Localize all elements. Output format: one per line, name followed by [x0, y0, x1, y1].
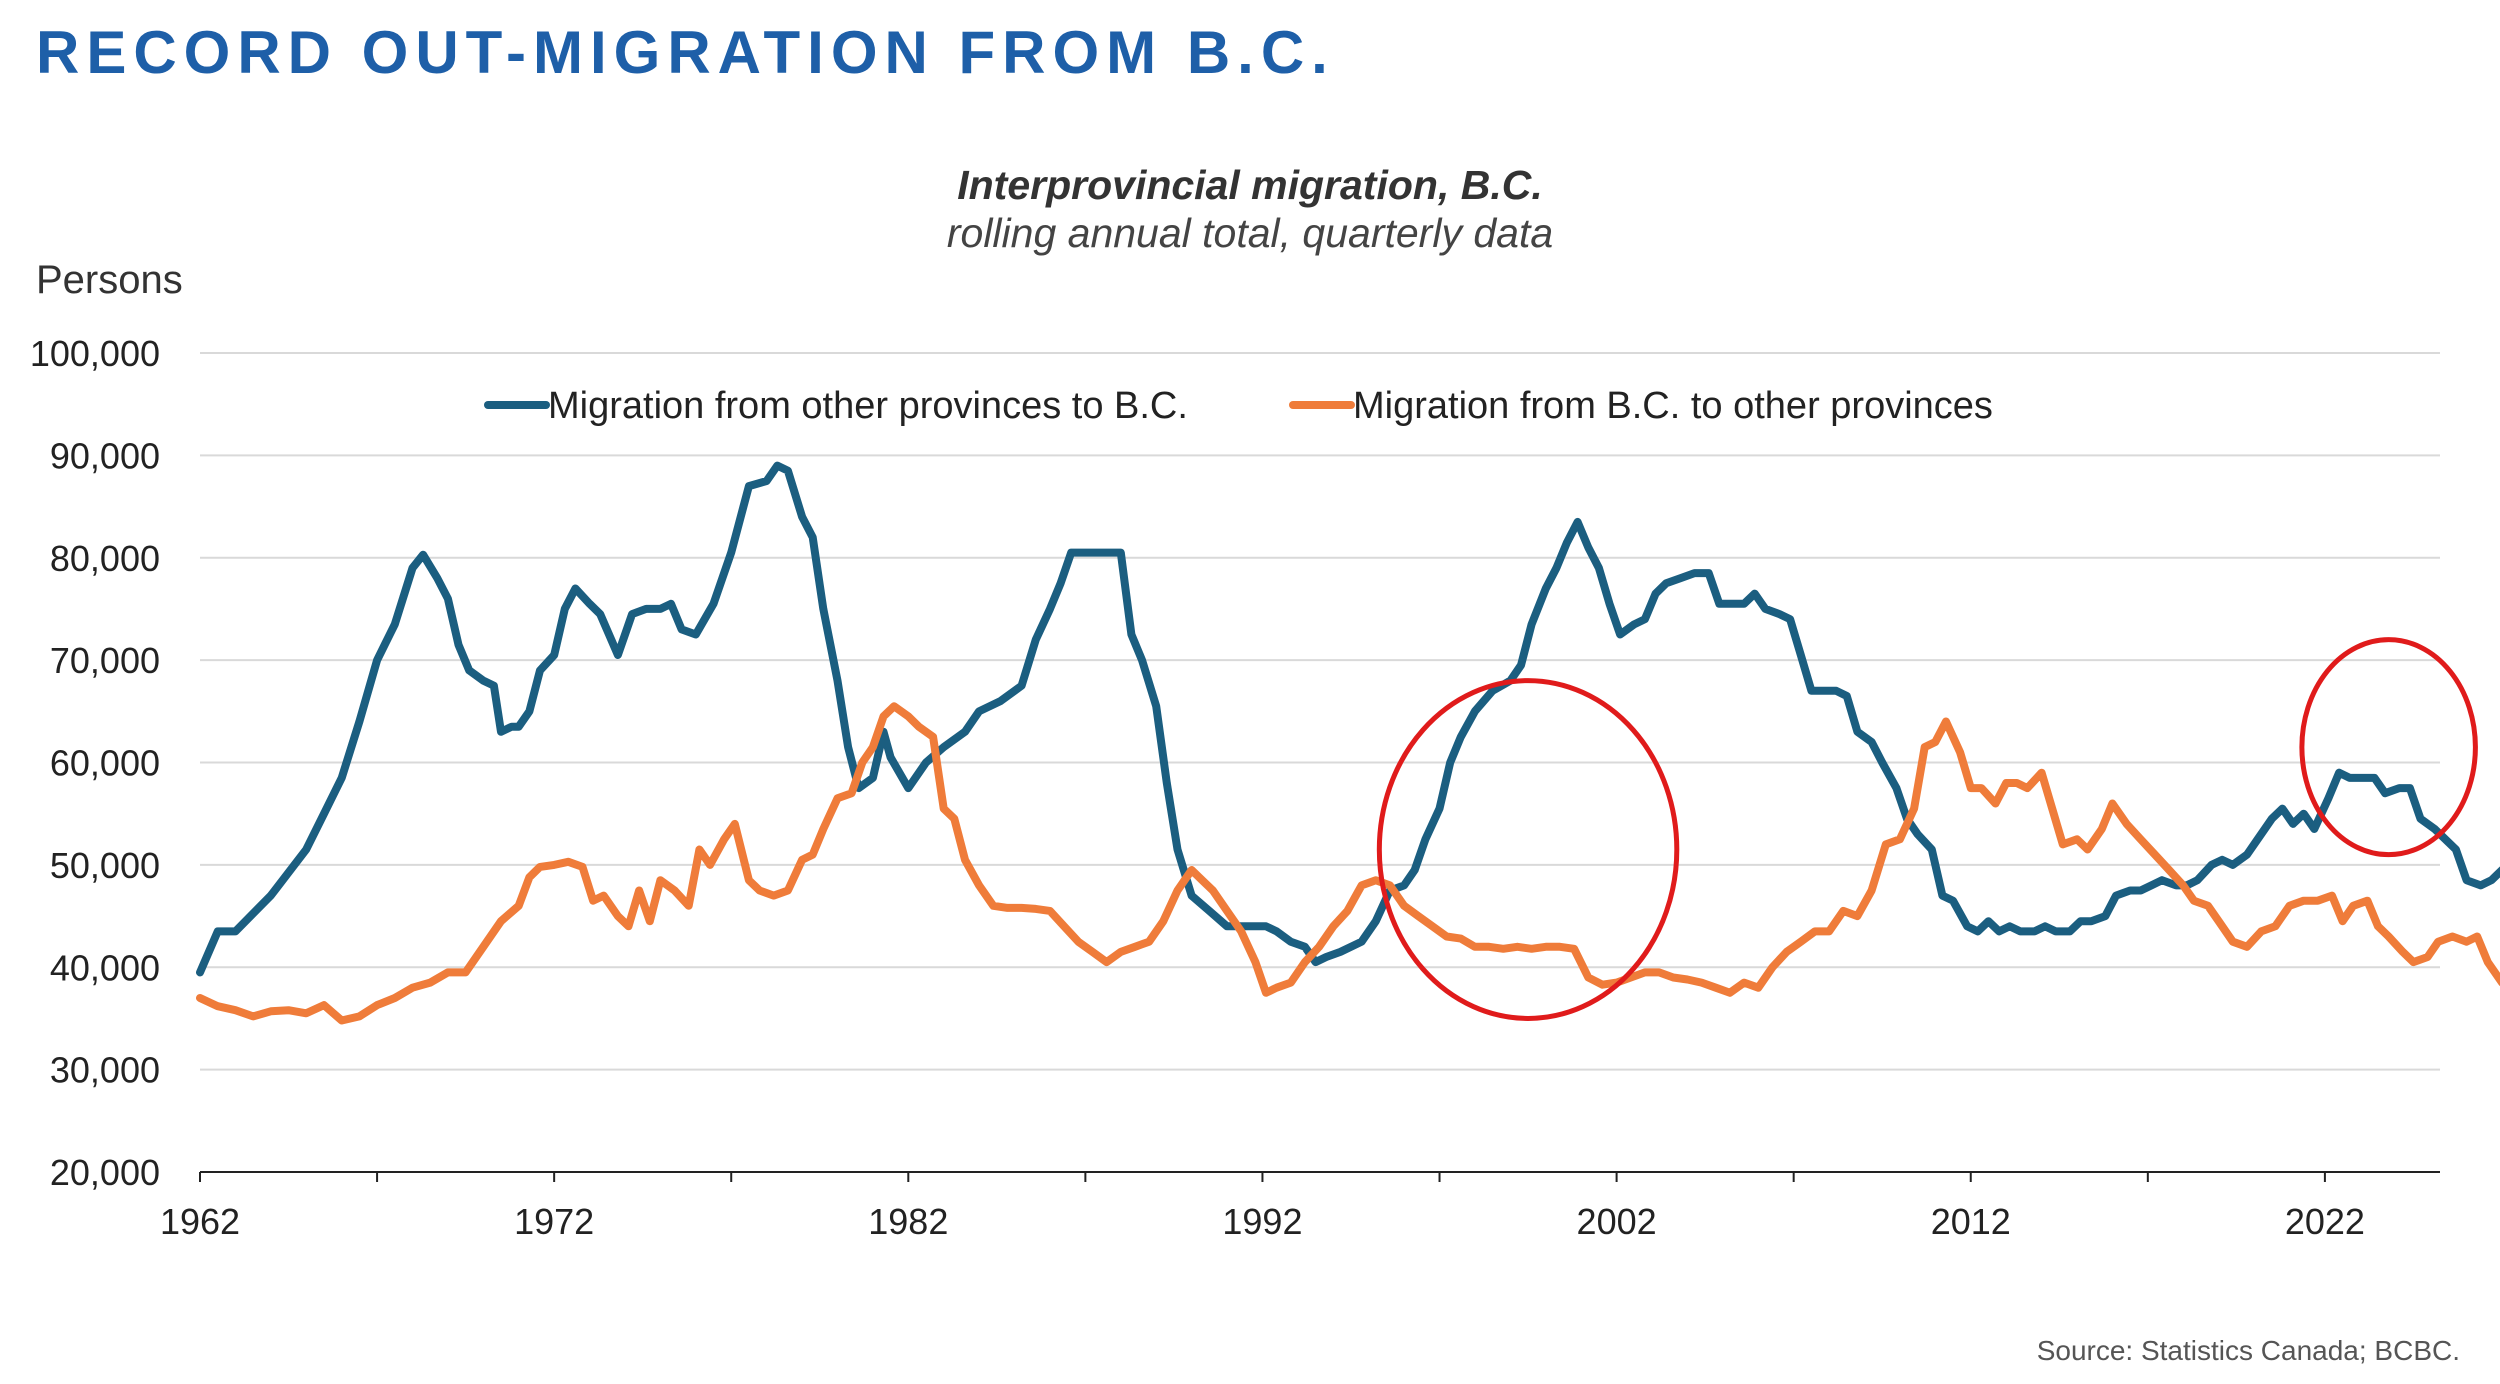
series-line-inflow [196, 461, 2500, 977]
gridlines [200, 352, 2440, 1071]
x-tick-label: 1992 [1222, 1201, 1302, 1242]
y-tick-label: 30,000 [50, 1050, 160, 1091]
x-tick-label: 2022 [2285, 1201, 2365, 1242]
y-tick-label: 80,000 [50, 538, 160, 579]
page-title: RECORD OUT-MIGRATION FROM B.C. [36, 19, 1335, 86]
annotations [1376, 637, 2478, 1021]
series-line-outflow [196, 702, 2500, 1025]
x-axis: 1962 1972 1982 1992 2002 2012 2022 [160, 1171, 2440, 1242]
series-lines [196, 461, 2500, 1025]
y-tick-label: 90,000 [50, 435, 160, 476]
highlight-circle-1 [1376, 678, 1680, 1021]
source-note: Source: Statistics Canada; BCBC. [2036, 1335, 2460, 1366]
y-tick-label: 60,000 [50, 743, 160, 784]
legend: Migration from other provinces to B.C. Mi… [484, 385, 1993, 427]
y-tick-label: 100,000 [30, 333, 160, 374]
x-tick-label: 2002 [1577, 1201, 1657, 1242]
chart-title: Interprovincial migration, B.C. [957, 162, 1543, 208]
x-tick-label: 2012 [1931, 1201, 2011, 1242]
y-axis-label: Persons [36, 258, 183, 302]
legend-label-1: Migration from other provinces to B.C. [548, 385, 1188, 427]
x-tick-label: 1972 [514, 1201, 594, 1242]
y-tick-labels: 20,000 30,000 40,000 50,000 60,000 70,000 80,0… [30, 333, 160, 1193]
y-tick-label: 40,000 [50, 947, 160, 988]
y-tick-label: 50,000 [50, 845, 160, 886]
y-tick-label: 70,000 [50, 640, 160, 681]
highlight-circle-2 [2299, 637, 2478, 858]
x-tick-label: 1982 [868, 1201, 948, 1242]
legend-label-2: Migration from B.C. to other provinces [1353, 385, 1993, 427]
y-tick-label: 20,000 [50, 1152, 160, 1193]
chart-subtitle: rolling annual total, quarterly data [946, 210, 1554, 256]
x-tick-label: 1962 [160, 1201, 240, 1242]
